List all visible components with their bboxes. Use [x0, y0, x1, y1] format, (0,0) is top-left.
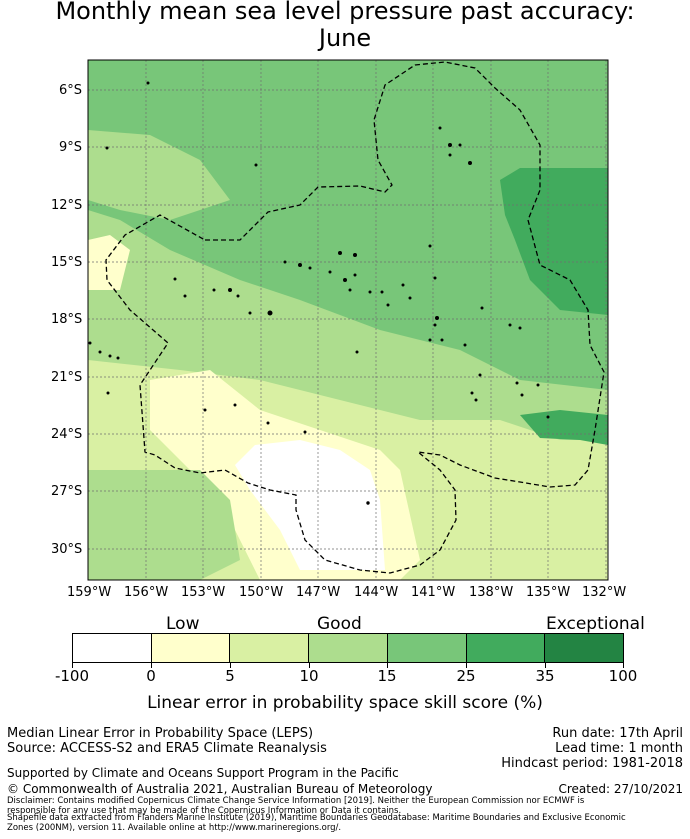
footer-disclaimer: Zones (200NM), version 11. Available onl… — [7, 823, 342, 833]
colorbar-category-exceptional: Exceptional — [546, 614, 645, 634]
colorbar-tick-label: -100 — [54, 667, 90, 685]
footer-lead-time: Lead time: 1 month — [555, 741, 683, 756]
colorbar-tick-mark — [623, 663, 624, 668]
footer-source: Source: ACCESS-S2 and ERA5 Climate Reana… — [7, 741, 327, 756]
map-title-line2: June — [318, 24, 372, 52]
colorbar-tick-label: 100 — [608, 667, 638, 685]
lat-tick: 27°S — [51, 484, 83, 499]
colorbar-tick-label: 25 — [456, 667, 476, 685]
lat-tick: 18°S — [51, 312, 83, 327]
colorbar-axis-label: Linear error in probability space skill … — [147, 693, 543, 713]
colorbar-tick-mark — [387, 663, 388, 668]
colorbar-swatch — [73, 634, 152, 662]
footer-method: Median Linear Error in Probability Space… — [7, 726, 314, 741]
region-15-25 — [88, 60, 608, 390]
colorbar-tick-label: 5 — [225, 667, 235, 685]
lat-tick: 15°S — [51, 255, 83, 270]
eez-boundary-main — [105, 61, 605, 574]
colorbar-tick-mark — [230, 663, 231, 668]
colorbar-tick-mark — [545, 663, 546, 668]
islands — [88, 81, 550, 505]
footer-disclaimer: Disclaimer: Contains modified Copernicus… — [7, 796, 585, 806]
colorbar-tick-label: 15 — [377, 667, 397, 685]
region-10-15-south — [88, 470, 240, 580]
footer-disclaimer: Shapefile data extracted from Flanders M… — [7, 813, 626, 823]
colorbar-swatch — [309, 634, 388, 662]
lat-tick: 6°S — [59, 83, 83, 98]
skill-field — [88, 60, 608, 580]
colorbar-tick-label: 10 — [299, 667, 319, 685]
gridlines — [87, 60, 608, 580]
colorbar-swatch — [466, 634, 546, 662]
region-low — [235, 440, 385, 570]
lat-tick: 21°S — [51, 370, 83, 385]
region-0-5-west — [88, 235, 130, 290]
colorbar-swatch — [545, 634, 624, 662]
lat-tick: 12°S — [51, 198, 83, 213]
colorbar — [72, 633, 624, 663]
footer-hindcast: Hindcast period: 1981-2018 — [501, 756, 683, 771]
region-10-15-west — [88, 130, 230, 220]
map-title-line1: Monthly mean sea level pressure past acc… — [55, 0, 635, 25]
colorbar-tick-mark — [72, 663, 73, 668]
lon-tick: 147°W — [296, 585, 341, 600]
lon-tick: 150°W — [239, 585, 284, 600]
lon-tick: 138°W — [469, 585, 514, 600]
colorbar-swatch — [230, 634, 310, 662]
footer-created: Created: 27/10/2021 — [558, 782, 683, 796]
footer-support: Supported by Climate and Oceans Support … — [7, 766, 399, 780]
colorbar-tick-mark — [151, 663, 152, 668]
colorbar-swatch — [151, 634, 231, 662]
colorbar-tick-label: 35 — [535, 667, 555, 685]
colorbar-swatch — [387, 634, 467, 662]
lon-tick: 144°W — [354, 585, 399, 600]
map-frame — [87, 59, 609, 581]
lon-tick: 132°W — [582, 585, 627, 600]
colorbar-tick-mark — [466, 663, 467, 668]
footer-disclaimer: responsible for any use that may be made… — [7, 806, 402, 816]
lon-tick: 135°W — [526, 585, 571, 600]
lat-tick: 30°S — [51, 542, 83, 557]
skill-map — [87, 59, 609, 581]
footer-run-date: Run date: 17th April — [552, 726, 683, 741]
lon-tick: 153°W — [181, 585, 226, 600]
colorbar-tick-mark — [309, 663, 310, 668]
lon-tick: 159°W — [67, 585, 112, 600]
colorbar-category-good: Good — [317, 614, 362, 634]
footer-copyright: © Commonwealth of Australia 2021, Austra… — [7, 782, 433, 796]
lon-tick: 156°W — [124, 585, 169, 600]
lat-tick: 9°S — [59, 140, 83, 155]
colorbar-category-low: Low — [166, 614, 200, 634]
colorbar-tick-label: 0 — [146, 667, 156, 685]
region-25-35-south — [520, 410, 608, 445]
lon-tick: 141°W — [411, 585, 456, 600]
lat-tick: 24°S — [51, 427, 83, 442]
